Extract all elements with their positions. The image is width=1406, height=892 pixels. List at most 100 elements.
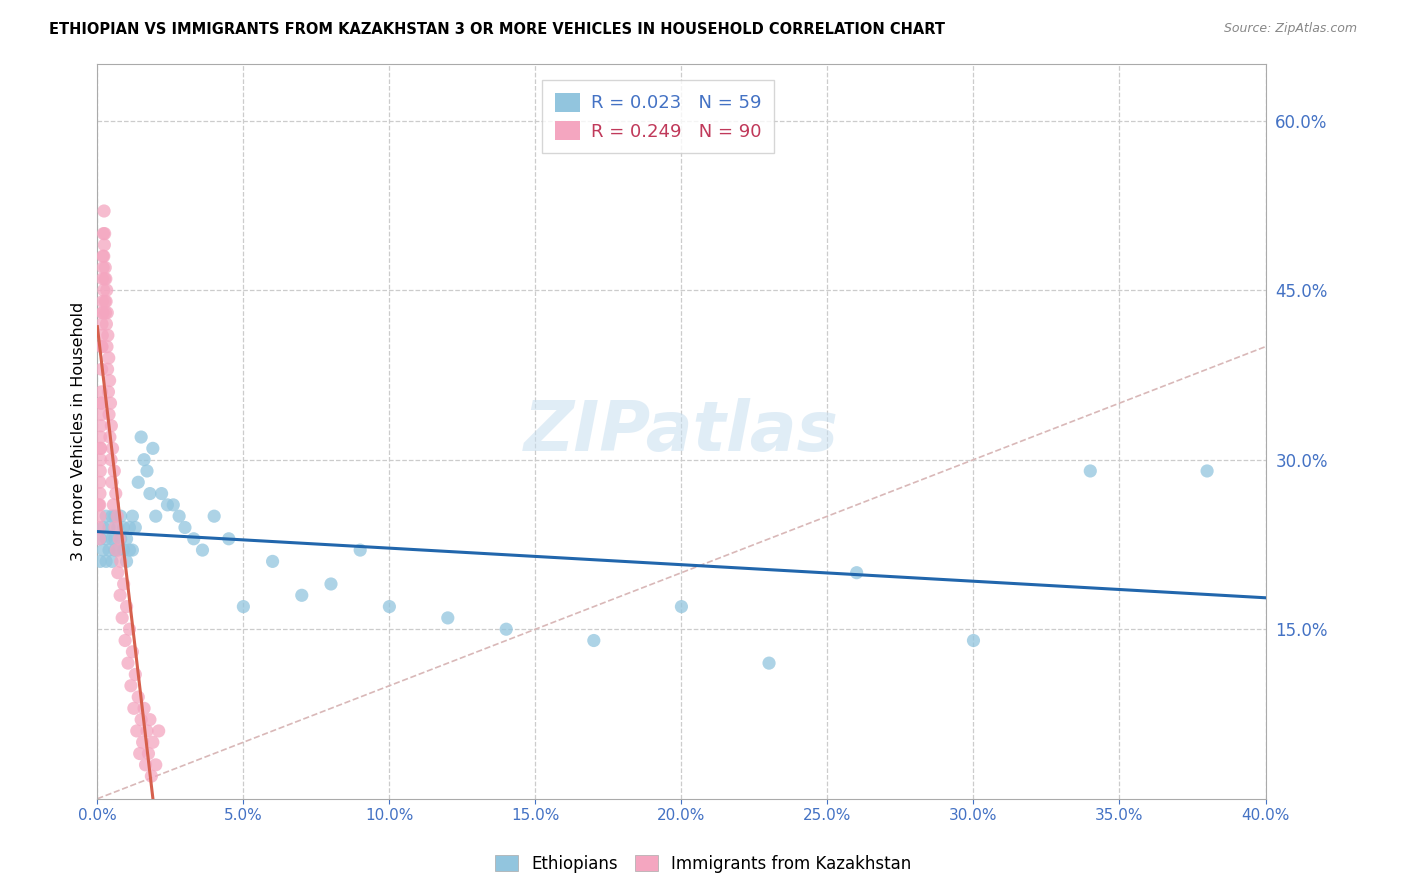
Point	[132, 452, 155, 467]
Point	[118, 520, 141, 534]
Point	[94, 306, 117, 320]
Point	[96, 283, 118, 297]
Point	[671, 599, 693, 614]
Point	[845, 566, 868, 580]
Point	[111, 611, 134, 625]
Point	[96, 340, 118, 354]
Point	[90, 396, 112, 410]
Point	[91, 249, 114, 263]
Point	[291, 588, 314, 602]
Point	[93, 227, 115, 241]
Point	[89, 442, 111, 456]
Point	[118, 543, 141, 558]
Point	[89, 532, 111, 546]
Point	[89, 486, 111, 500]
Point	[100, 452, 122, 467]
Point	[93, 272, 115, 286]
Point	[89, 554, 111, 568]
Point	[90, 418, 112, 433]
Point	[136, 723, 159, 738]
Point	[97, 328, 120, 343]
Point	[94, 532, 117, 546]
Point	[135, 757, 157, 772]
Point	[319, 577, 342, 591]
Point	[101, 509, 124, 524]
Point	[90, 408, 112, 422]
Point	[114, 633, 136, 648]
Point	[127, 475, 149, 490]
Point	[93, 283, 115, 297]
Text: ETHIOPIAN VS IMMIGRANTS FROM KAZAKHSTAN 3 OR MORE VEHICLES IN HOUSEHOLD CORRELAT: ETHIOPIAN VS IMMIGRANTS FROM KAZAKHSTAN …	[49, 22, 945, 37]
Point	[90, 442, 112, 456]
Point	[218, 532, 240, 546]
Point	[98, 543, 121, 558]
Legend: R = 0.023   N = 59, R = 0.249   N = 90: R = 0.023 N = 59, R = 0.249 N = 90	[543, 80, 775, 153]
Point	[139, 713, 162, 727]
Point	[107, 520, 129, 534]
Point	[101, 442, 124, 456]
Point	[94, 509, 117, 524]
Point	[98, 374, 121, 388]
Point	[105, 509, 128, 524]
Point	[90, 384, 112, 399]
Point	[104, 543, 127, 558]
Point	[100, 396, 122, 410]
Point	[378, 599, 401, 614]
Point	[91, 294, 114, 309]
Point	[93, 249, 115, 263]
Point	[91, 340, 114, 354]
Point	[191, 543, 214, 558]
Text: ZIPatlas: ZIPatlas	[524, 398, 839, 465]
Point	[115, 554, 138, 568]
Point	[104, 532, 127, 546]
Point	[91, 260, 114, 275]
Point	[94, 294, 117, 309]
Point	[138, 747, 160, 761]
Point	[131, 735, 153, 749]
Point	[124, 520, 146, 534]
Point	[107, 566, 129, 580]
Point	[104, 520, 127, 534]
Point	[93, 238, 115, 252]
Point	[97, 362, 120, 376]
Point	[115, 532, 138, 546]
Point	[110, 509, 132, 524]
Point	[122, 701, 145, 715]
Point	[103, 464, 125, 478]
Point	[145, 509, 167, 524]
Point	[120, 679, 142, 693]
Point	[108, 588, 131, 602]
Point	[97, 384, 120, 399]
Point	[127, 690, 149, 704]
Point	[232, 599, 254, 614]
Point	[91, 543, 114, 558]
Point	[103, 498, 125, 512]
Legend: Ethiopians, Immigrants from Kazakhstan: Ethiopians, Immigrants from Kazakhstan	[488, 848, 918, 880]
Point	[136, 464, 159, 478]
Point	[112, 520, 135, 534]
Point	[125, 723, 148, 738]
Point	[91, 272, 114, 286]
Point	[97, 351, 120, 365]
Point	[89, 475, 111, 490]
Point	[98, 430, 121, 444]
Point	[105, 543, 128, 558]
Point	[758, 656, 780, 670]
Point	[96, 317, 118, 331]
Point	[101, 532, 124, 546]
Point	[129, 430, 152, 444]
Point	[132, 701, 155, 715]
Point	[101, 475, 124, 490]
Point	[148, 723, 170, 738]
Point	[156, 498, 179, 512]
Point	[98, 408, 121, 422]
Point	[93, 204, 115, 219]
Point	[89, 509, 111, 524]
Point	[94, 272, 117, 286]
Point	[90, 430, 112, 444]
Point	[142, 442, 165, 456]
Point	[115, 599, 138, 614]
Point	[145, 757, 167, 772]
Point	[117, 656, 139, 670]
Point	[142, 735, 165, 749]
